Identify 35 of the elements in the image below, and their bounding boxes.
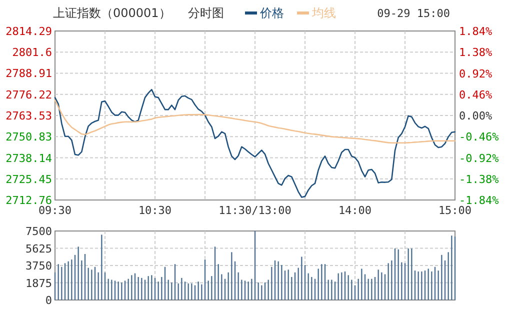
x-tick-label: 10:30 (138, 204, 172, 217)
y-tick-label: 3750 (26, 260, 52, 272)
x-tick-label: 14:00 (338, 204, 372, 217)
y-tick-label: 2750.83 (6, 130, 52, 144)
chart-subtitle: 分时图 (188, 6, 224, 20)
y-tick-label: 2801.6 (12, 46, 52, 60)
y-tick-label: 2725.45 (6, 172, 52, 186)
chart-title: 上证指数（000001） (53, 6, 171, 20)
legend-label: 价格 (259, 6, 284, 20)
text: 09-29 15:00 (377, 7, 450, 20)
y-tick-label: 2814.29 (6, 25, 52, 38)
y2-tick-label: 1.84% (459, 25, 492, 38)
y-tick-label: 2712.76 (6, 194, 52, 207)
y2-tick-label: -0.92% (459, 152, 500, 165)
y2-tick-label: 0.92% (459, 67, 492, 80)
y-tick-label: 0 (45, 294, 52, 307)
y2-tick-label: -1.84% (459, 194, 500, 207)
y2-tick-label: -0.46% (459, 130, 500, 144)
y-tick-label: 5625 (26, 242, 52, 256)
line-series (54, 88, 456, 198)
y-tick-label: 2788.91 (6, 67, 52, 80)
y2-tick-label: 0.46% (459, 88, 492, 102)
y-tick-label: 7500 (26, 225, 52, 238)
y2-tick-label: -1.38% (459, 172, 500, 186)
y-tick-label: 1875 (26, 276, 52, 290)
legend-label: 均线 (311, 6, 336, 20)
y2-tick-label: 1.38% (459, 46, 492, 60)
x-tick-label: 15:00 (438, 204, 472, 217)
x-tick-label: 09:30 (38, 204, 72, 217)
y2-tick-label: 0.00% (459, 110, 492, 122)
x-tick-label: 11:30/13:00 (218, 204, 292, 217)
y-tick-label: 2738.14 (6, 152, 52, 165)
y-tick-label: 2763.53 (6, 109, 52, 122)
y-tick-label: 2776.22 (6, 88, 52, 102)
line-series (54, 100, 456, 144)
